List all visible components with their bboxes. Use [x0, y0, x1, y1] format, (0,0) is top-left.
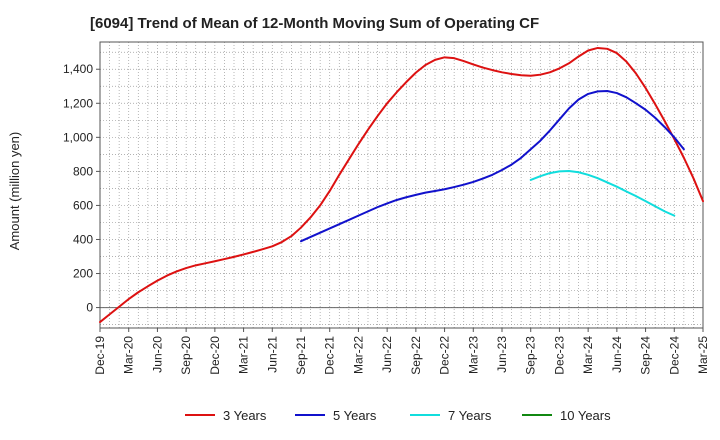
axis-layer: 0 200 400 600 800 1,000 1,200 1,400 Dec-19 Mar-20…: [63, 41, 710, 375]
x-tick-label: Sep-23: [524, 336, 538, 375]
x-tick-label: Jun-22: [380, 336, 394, 373]
legend-label: 7 Years: [448, 408, 492, 423]
x-tick-label: Mar-22: [351, 336, 365, 374]
y-tick-label: 0: [86, 301, 93, 315]
x-tick-label: Mar-21: [237, 336, 251, 374]
grid-layer: [99, 42, 704, 328]
y-tick-label: 400: [73, 232, 93, 246]
x-tick-label: Jun-20: [150, 336, 164, 373]
legend-label: 10 Years: [560, 408, 611, 423]
y-tick-label: 1,000: [63, 130, 93, 144]
x-tick-label: Sep-24: [639, 336, 653, 375]
y-tick-label: 800: [73, 164, 93, 178]
y-tick-label: 1,200: [63, 96, 93, 110]
legend: 3 Years 5 Years 7 Years 10 Years: [185, 408, 611, 423]
series-line-5-years: [300, 90, 685, 243]
plot-frame: [99, 41, 704, 329]
x-tick-label: Sep-20: [179, 336, 193, 375]
y-tick-label: 200: [73, 267, 93, 281]
x-tick-label: Jun-21: [265, 336, 279, 373]
y-tick-label: 1,400: [63, 62, 93, 76]
chart-title: [6094] Trend of Mean of 12-Month Moving …: [90, 15, 539, 32]
x-tick-label: Dec-21: [323, 336, 337, 375]
x-tick-label: Dec-19: [93, 336, 107, 375]
x-tick-label: Dec-23: [552, 336, 566, 375]
x-tick-label: Mar-23: [466, 336, 480, 374]
x-tick-label: Sep-21: [294, 336, 308, 375]
legend-label: 3 Years: [223, 408, 267, 423]
x-tick-label: Mar-20: [122, 336, 136, 374]
x-tick-label: Mar-25: [696, 336, 710, 374]
x-tick-label: Sep-22: [409, 336, 423, 375]
y-tick-label: 600: [73, 198, 93, 212]
plot-area: [100, 42, 703, 328]
x-tick-label: Mar-24: [581, 336, 595, 374]
x-tick-label: Jun-24: [610, 336, 624, 373]
y-axis-label: Amount (million yen): [7, 132, 22, 251]
x-tick-label: Dec-24: [667, 336, 681, 375]
series-layer: [99, 46, 704, 324]
series-line-3-years: [99, 46, 704, 324]
x-tick-label: Jun-23: [495, 336, 509, 373]
x-tick-label: Dec-22: [438, 336, 452, 375]
x-tick-label: Dec-20: [208, 336, 222, 375]
series-line-7-years: [529, 170, 676, 217]
legend-label: 5 Years: [333, 408, 377, 423]
